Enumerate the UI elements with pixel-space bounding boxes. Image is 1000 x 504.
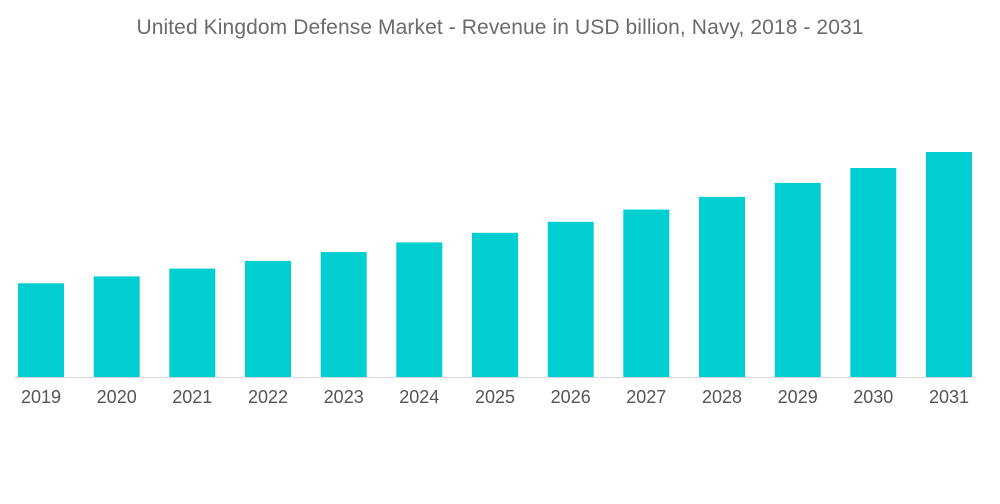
bar-2025 <box>472 232 518 377</box>
x-tick-label-2019: 2019 <box>21 387 61 407</box>
x-tick-label-2025: 2025 <box>475 387 515 407</box>
bar-2024 <box>396 242 443 377</box>
bar-2030 <box>850 168 897 377</box>
bar-2020 <box>93 276 140 377</box>
bar-2031 <box>926 152 972 377</box>
x-tick-label-2023: 2023 <box>324 387 364 407</box>
x-tick-labels: 2019 2020 2021 2022 2023 2024 2025 2026 2027 2028… <box>21 387 969 407</box>
chart-title: United Kingdom Defense Market - Revenue … <box>136 16 864 39</box>
bar-2023 <box>320 252 367 377</box>
x-tick-label-2022: 2022 <box>248 387 288 407</box>
bar-2026 <box>547 221 594 377</box>
x-tick-label-2028: 2028 <box>702 387 742 407</box>
bar-2021 <box>169 268 216 377</box>
x-tick-label-2031: 2031 <box>929 387 969 407</box>
x-tick-label-2020: 2020 <box>97 387 137 407</box>
x-tick-label-2024: 2024 <box>399 387 439 407</box>
bar-2027 <box>623 209 670 377</box>
bar-2028 <box>699 196 745 377</box>
bar-2029 <box>774 182 821 377</box>
x-tick-label-2030: 2030 <box>853 387 893 407</box>
bars-group <box>18 152 972 377</box>
x-tick-label-2029: 2029 <box>778 387 818 407</box>
bar-2019 <box>18 283 64 377</box>
x-tick-label-2021: 2021 <box>172 387 212 407</box>
x-tick-label-2026: 2026 <box>551 387 591 407</box>
x-tick-label-2027: 2027 <box>626 387 666 407</box>
bar-2022 <box>245 260 291 377</box>
